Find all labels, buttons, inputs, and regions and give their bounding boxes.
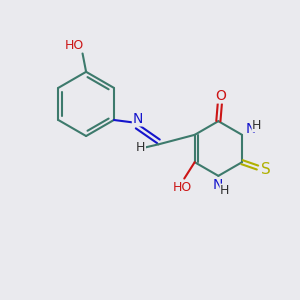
- Text: N: N: [213, 178, 223, 192]
- Text: S: S: [261, 162, 271, 177]
- Text: O: O: [215, 89, 226, 103]
- Text: HO: HO: [65, 39, 84, 52]
- Text: HO: HO: [173, 181, 192, 194]
- Text: H: H: [220, 184, 230, 197]
- Text: N: N: [133, 112, 143, 126]
- Text: H: H: [136, 141, 145, 154]
- Text: H: H: [252, 119, 262, 132]
- Text: N: N: [245, 122, 256, 136]
